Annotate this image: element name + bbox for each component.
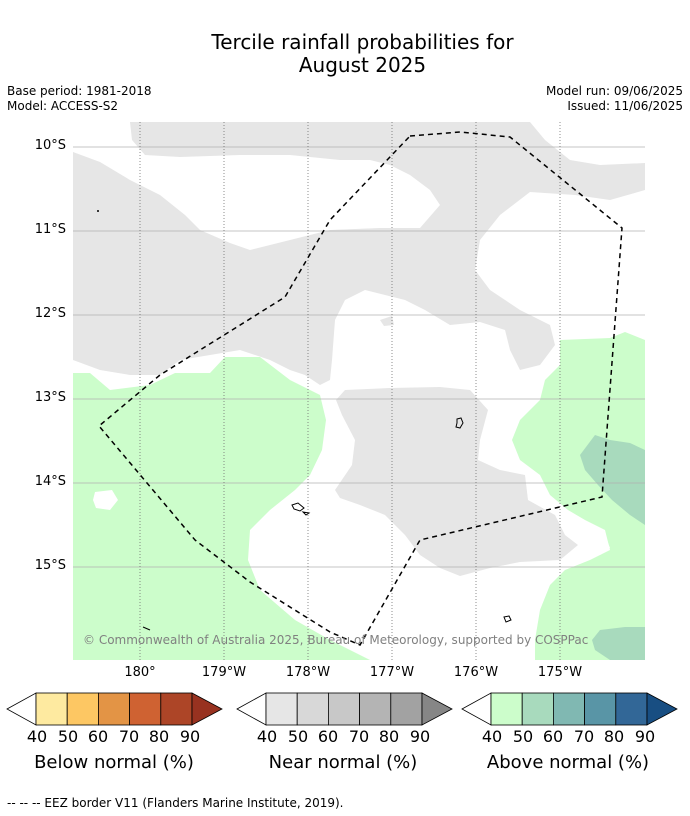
island-dot <box>97 210 99 212</box>
lon-label: 176°W <box>453 665 499 680</box>
white-patch-east <box>588 530 610 555</box>
above-normal-region-east-strip <box>630 365 645 395</box>
attribution: © Commonwealth of Australia 2025, Bureau… <box>83 633 589 647</box>
colorbar-segment <box>129 692 162 726</box>
model-info-left: Base period: 1981-2018 Model: ACCESS-S2 <box>7 84 152 114</box>
title-line-2: August 2025 <box>298 53 427 77</box>
colorbar-segment <box>66 692 99 726</box>
above-normal-60-region-south <box>592 627 645 660</box>
colorbar-below-normal <box>6 692 223 726</box>
colorbar-extend-low <box>461 692 492 726</box>
lat-label: 14°S <box>34 474 66 489</box>
cbar-tick: 70 <box>118 727 140 746</box>
colorbar-extend-low <box>6 692 37 726</box>
white-patch <box>93 490 118 510</box>
cbar-tick: 50 <box>287 727 309 746</box>
cbar-tick: 40 <box>481 727 503 746</box>
colorbar-segment <box>390 692 423 726</box>
model-info-right: Model run: 09/06/2025 Issued: 11/06/2025 <box>546 84 683 114</box>
colorbar-segment <box>553 692 586 726</box>
lat-label: 15°S <box>34 558 66 573</box>
cbar-tick: 80 <box>148 727 170 746</box>
colorbar-title-near: Near normal (%) <box>268 752 418 773</box>
cbar-tick: 40 <box>256 727 278 746</box>
colorbar-segment <box>359 692 392 726</box>
above-normal-region-west <box>73 357 370 660</box>
latitude-gridlines <box>73 146 645 568</box>
lat-label: 10°S <box>34 138 66 153</box>
cbar-tick: 70 <box>348 727 370 746</box>
colorbar-segment <box>265 692 298 726</box>
base-period: Base period: 1981-2018 <box>7 84 152 98</box>
cbar-tick: 60 <box>317 727 339 746</box>
lon-label: 175°W <box>537 665 583 680</box>
cbar-tick: 50 <box>512 727 534 746</box>
colorbar-segment <box>35 692 68 726</box>
island-wallis <box>455 417 464 429</box>
map-title: Tercile rainfall probabilities for Augus… <box>0 31 690 77</box>
cbar-tick: 40 <box>26 727 48 746</box>
issued-date: Issued: 11/06/2025 <box>567 99 683 113</box>
model-run: Model run: 09/06/2025 <box>545 84 683 98</box>
lat-label: 12°S <box>34 306 66 321</box>
cbar-tick: 50 <box>57 727 79 746</box>
island-small-2 <box>503 615 512 623</box>
island-small-3 <box>142 626 151 631</box>
cbar-tick: 80 <box>603 727 625 746</box>
colorbar-near-normal <box>236 692 453 726</box>
cbar-tick: 60 <box>87 727 109 746</box>
island-small-1 <box>291 502 311 516</box>
cbar-tick: 90 <box>634 727 656 746</box>
cbar-tick: 80 <box>378 727 400 746</box>
colorbar-above-normal <box>461 692 678 726</box>
colorbar-extend-high <box>191 692 223 726</box>
cbar-tick: 90 <box>409 727 431 746</box>
near-normal-region-north <box>73 122 645 385</box>
model-name: Model: ACCESS-S2 <box>7 99 119 113</box>
above-normal-60-region-east <box>580 435 645 525</box>
cbar-tick: 90 <box>179 727 201 746</box>
lon-label: 179°W <box>201 665 247 680</box>
cbar-tick: 70 <box>573 727 595 746</box>
colorbar-extend-high <box>646 692 678 726</box>
above-normal-region-east <box>512 332 645 660</box>
colorbar-title-below: Below normal (%) <box>34 752 194 773</box>
lon-label: 180° <box>124 665 156 680</box>
colorbar-segment <box>521 692 554 726</box>
colorbar-segment <box>98 692 131 726</box>
title-line-1: Tercile rainfall probabilities for <box>211 30 514 54</box>
colorbar-segment <box>328 692 361 726</box>
colorbar-segment <box>615 692 648 726</box>
near-normal-region-small <box>380 316 394 326</box>
lon-label: 177°W <box>369 665 415 680</box>
colorbar-segment <box>490 692 523 726</box>
colorbar-segment <box>584 692 617 726</box>
eez-border <box>97 131 623 646</box>
colorbar-extend-high <box>421 692 453 726</box>
near-normal-region-central <box>335 387 578 576</box>
colorbar-title-above: Above normal (%) <box>486 752 650 773</box>
colorbar-segment <box>296 692 329 726</box>
lat-label: 13°S <box>34 390 66 405</box>
cbar-tick: 60 <box>542 727 564 746</box>
lat-label: 11°S <box>34 222 66 237</box>
lon-label: 178°W <box>285 665 331 680</box>
colorbar-segment <box>160 692 193 726</box>
colorbar-extend-low <box>236 692 267 726</box>
eez-footnote: -- -- -- EEZ border V11 (Flanders Marine… <box>7 796 344 810</box>
